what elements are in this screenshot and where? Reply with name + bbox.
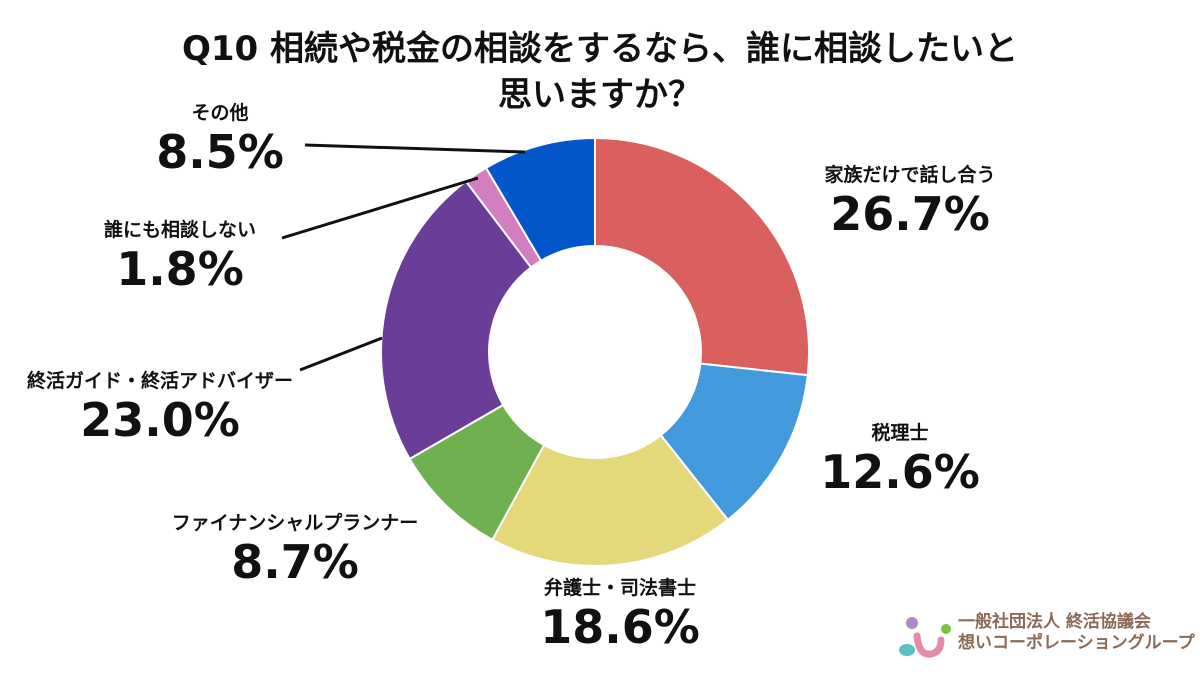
logo-mark — [899, 617, 951, 658]
slice-label-other: その他 8.5% — [156, 102, 284, 179]
logo-text: 一般社団法人 終活協議会 想いコーポレーショングループ — [958, 612, 1195, 654]
logo-line-1: 一般社団法人 終活協議会 — [958, 612, 1151, 632]
slice-0 — [594, 136, 810, 377]
slice-5 — [464, 166, 543, 269]
slice-label-tax: 税理士 12.6% — [820, 422, 980, 499]
slice-label-family: 家族だけで話し合う 26.7% — [824, 164, 996, 241]
slice-2 — [491, 433, 730, 567]
slice-label-guide: 終活ガイド・終活アドバイザー 23.0% — [26, 370, 293, 447]
slice-label-none: 誰にも相談しない 1.8% — [103, 219, 256, 296]
slice-label-fp: ファイナンシャルプランナー 8.7% — [171, 512, 419, 589]
slice-label-lawyer: 弁護士・司法書士 18.6% — [540, 577, 700, 654]
title-line-2: 思いますか？ — [498, 75, 702, 115]
chart-title: Q10 相続や税金の相談をするなら、誰に相談したいと 思いますか？ — [0, 26, 1200, 118]
slice-4 — [380, 179, 533, 461]
leader-line-none — [281, 176, 479, 240]
leader-line-guide — [299, 336, 383, 372]
leader-line-other — [304, 143, 526, 154]
logo-line-2: 想いコーポレーショングループ — [958, 633, 1195, 653]
title-line-1: Q10 相続や税金の相談をするなら、誰に相談したいと — [181, 29, 1019, 69]
slice-1 — [659, 362, 809, 522]
